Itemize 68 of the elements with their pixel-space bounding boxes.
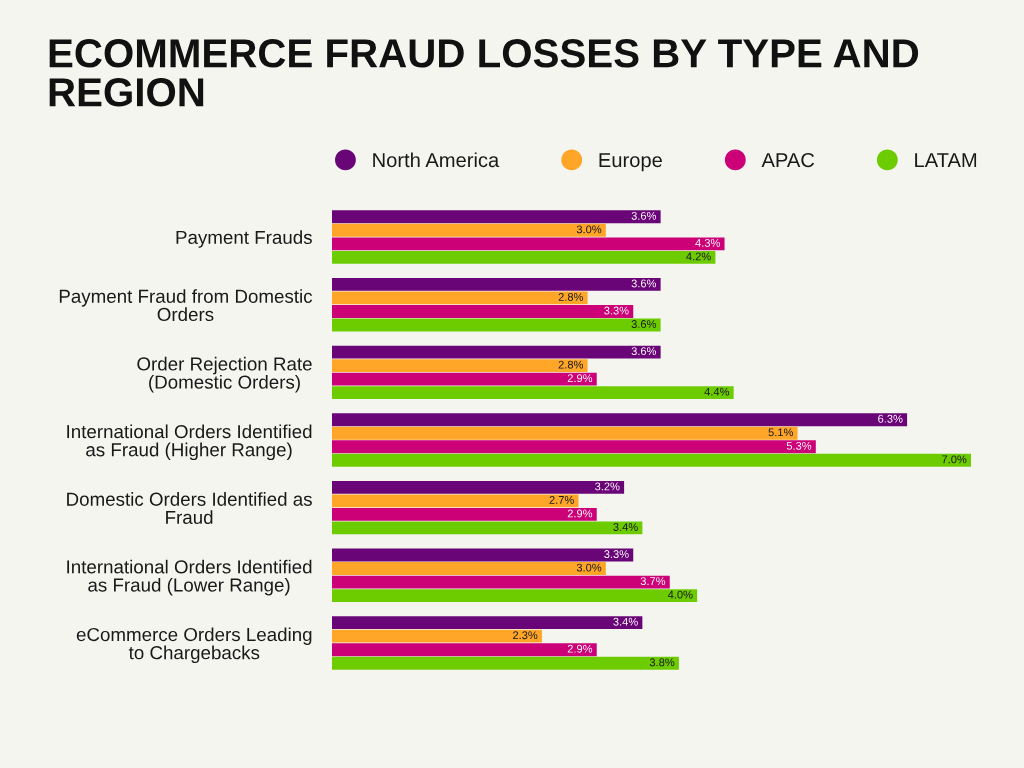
data-label: 3.4% bbox=[613, 617, 638, 626]
y-tick-label: Order Rejection Rate (Domestic Orders) bbox=[137, 356, 312, 393]
legend-label: North America bbox=[373, 152, 500, 168]
data-label: 5.3% bbox=[786, 441, 812, 450]
bar bbox=[332, 372, 597, 386]
data-label: 2.7% bbox=[549, 496, 574, 504]
bar bbox=[332, 453, 971, 467]
y-tick-label: Domestic Orders Identified as Fraud bbox=[67, 492, 312, 525]
bar bbox=[332, 629, 542, 643]
chart-title: ECOMMERCE FRAUD LOSSES BY TYPE AND REGION bbox=[49, 39, 919, 107]
bar bbox=[332, 440, 816, 454]
bar bbox=[332, 250, 716, 264]
data-label: 4.3% bbox=[695, 238, 720, 247]
bar bbox=[332, 223, 606, 237]
data-label: 3.6% bbox=[631, 211, 657, 220]
data-label: 7.0% bbox=[942, 455, 967, 464]
bar bbox=[332, 277, 661, 291]
bar bbox=[332, 480, 625, 494]
bar bbox=[332, 305, 634, 318]
y-tick-label: Payment Frauds bbox=[176, 230, 312, 248]
data-label: 6.3% bbox=[878, 414, 903, 423]
data-label: 2.9% bbox=[567, 509, 593, 518]
bar bbox=[332, 562, 606, 575]
data-label: 2.3% bbox=[513, 631, 538, 640]
data-label: 3.0% bbox=[576, 225, 602, 234]
bar bbox=[332, 426, 798, 440]
data-label: 3.6% bbox=[631, 279, 657, 288]
bar bbox=[332, 548, 634, 562]
bar bbox=[332, 589, 698, 603]
bar bbox=[332, 386, 734, 400]
data-label: 3.3% bbox=[604, 550, 629, 558]
data-label: 3.2% bbox=[595, 482, 620, 491]
bar bbox=[332, 291, 588, 305]
data-label: 3.6% bbox=[631, 320, 657, 328]
bar bbox=[332, 237, 725, 251]
bar bbox=[332, 345, 661, 359]
legend-label: Europe bbox=[599, 153, 662, 172]
bar bbox=[332, 359, 588, 373]
data-label: 3.3% bbox=[604, 306, 629, 315]
data-label: 4.4% bbox=[704, 387, 730, 396]
data-label: 3.0% bbox=[576, 563, 602, 572]
data-label: 4.2% bbox=[686, 252, 711, 261]
legend-label: LATAM bbox=[915, 153, 977, 167]
bar bbox=[332, 318, 661, 332]
bar bbox=[332, 575, 670, 589]
bar bbox=[332, 494, 579, 508]
data-label: 5.1% bbox=[768, 428, 793, 437]
data-label: 2.9% bbox=[567, 644, 593, 653]
bar bbox=[332, 507, 597, 521]
data-label: 4.0% bbox=[667, 590, 693, 599]
data-label: 3.4% bbox=[613, 523, 638, 531]
bar bbox=[332, 656, 679, 670]
data-label: 3.6% bbox=[631, 347, 657, 356]
y-tick-label: Payment Fraud from Domestic Orders bbox=[59, 289, 313, 322]
bar bbox=[332, 521, 643, 535]
data-label: 3.8% bbox=[649, 658, 675, 667]
data-label: 2.8% bbox=[558, 293, 584, 301]
data-label: 2.8% bbox=[558, 360, 584, 369]
legend-label: APAC bbox=[761, 152, 815, 168]
bar bbox=[332, 643, 597, 657]
y-tick-label: International Orders Identified as Fraud (Lower Range) bbox=[67, 559, 312, 596]
bar bbox=[332, 210, 661, 224]
data-label: 2.9% bbox=[567, 374, 593, 383]
data-label: 3.7% bbox=[640, 577, 666, 586]
y-tick-label: International Orders Identified as Fraud (Higher Range) bbox=[67, 424, 312, 461]
y-tick-label: eCommerce Orders Leading to Chargebacks bbox=[76, 627, 312, 664]
bar bbox=[332, 616, 643, 630]
bar bbox=[332, 413, 908, 427]
